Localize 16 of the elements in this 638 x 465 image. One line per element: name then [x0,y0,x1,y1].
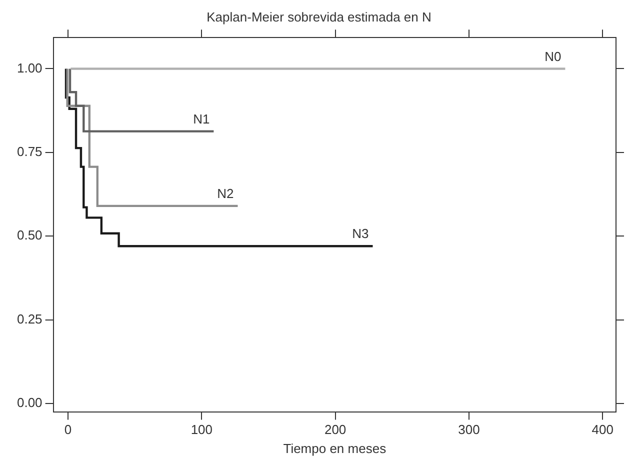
x-tick-label: 100 [190,422,213,438]
x-tick-label: 0 [64,422,72,438]
y-tick-label: 1.00 [16,60,42,76]
series-label: N1 [193,111,210,126]
y-tick-label: 0.50 [16,228,42,243]
y-tick-label: 0.75 [16,144,42,159]
x-tick-label: 200 [324,422,346,438]
series-label: N2 [217,186,234,202]
x-axis-title: Tiempo en meses [283,440,387,456]
x-tick-label: 300 [458,422,480,438]
x-tick-label: 400 [592,422,614,438]
series-label: N0 [544,48,562,64]
chart-title: Kaplan-Meier sobrevida estimada en N [206,9,432,24]
series-label: N3 [352,226,369,242]
y-tick-label: 0.00 [16,395,42,410]
y-tick-label: 0.25 [16,311,42,326]
